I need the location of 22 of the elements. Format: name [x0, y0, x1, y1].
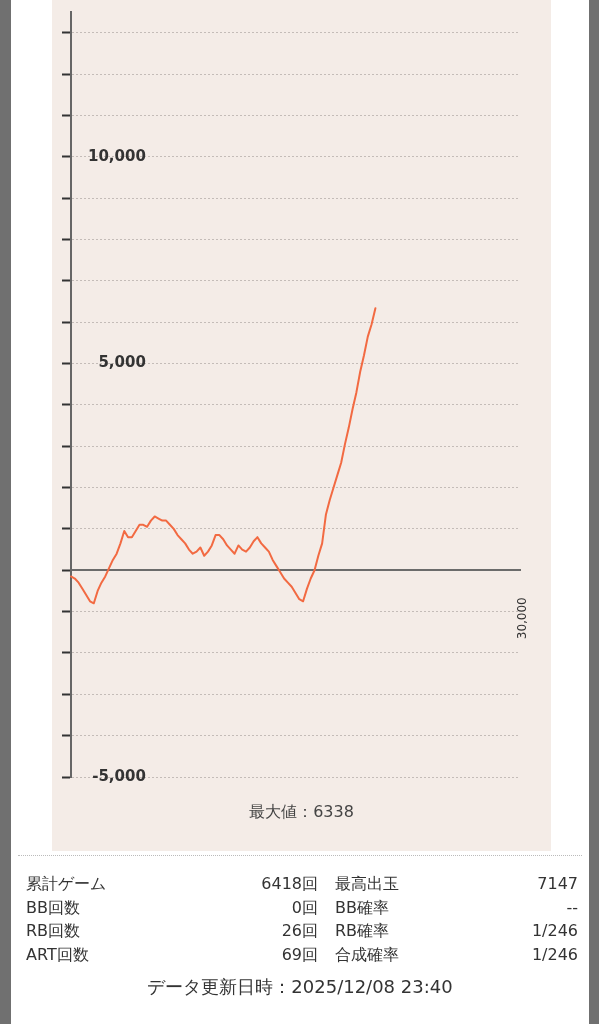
text: RB回数 [26, 920, 82, 942]
text: 69回 [280, 943, 318, 966]
text: BB確率 [334, 896, 390, 919]
y-tick-label: 10,000 [87, 146, 146, 165]
text: 1/246 [530, 943, 578, 966]
text: データ更新日時：2025/12/08 23:40 [146, 975, 454, 999]
annotation: 30,000 [515, 597, 530, 640]
y-tick-label: 5,000 [98, 353, 146, 372]
text: 0回 [290, 896, 318, 919]
text: ART回数 [26, 943, 90, 966]
text: -- [565, 896, 578, 919]
text: 最高出玉 [334, 873, 400, 895]
text: 26回 [280, 920, 318, 942]
text: 1/246 [530, 920, 578, 942]
y-tick-label: -5,000 [92, 766, 146, 785]
text: 合成確率 [334, 943, 400, 966]
text: 6418回 [260, 873, 318, 895]
text: 累計ゲーム [26, 873, 107, 895]
text: RB確率 [334, 920, 391, 942]
text: 7147 [536, 873, 578, 895]
text: BB回数 [26, 896, 81, 919]
text: 最大値：6338 [248, 801, 355, 823]
